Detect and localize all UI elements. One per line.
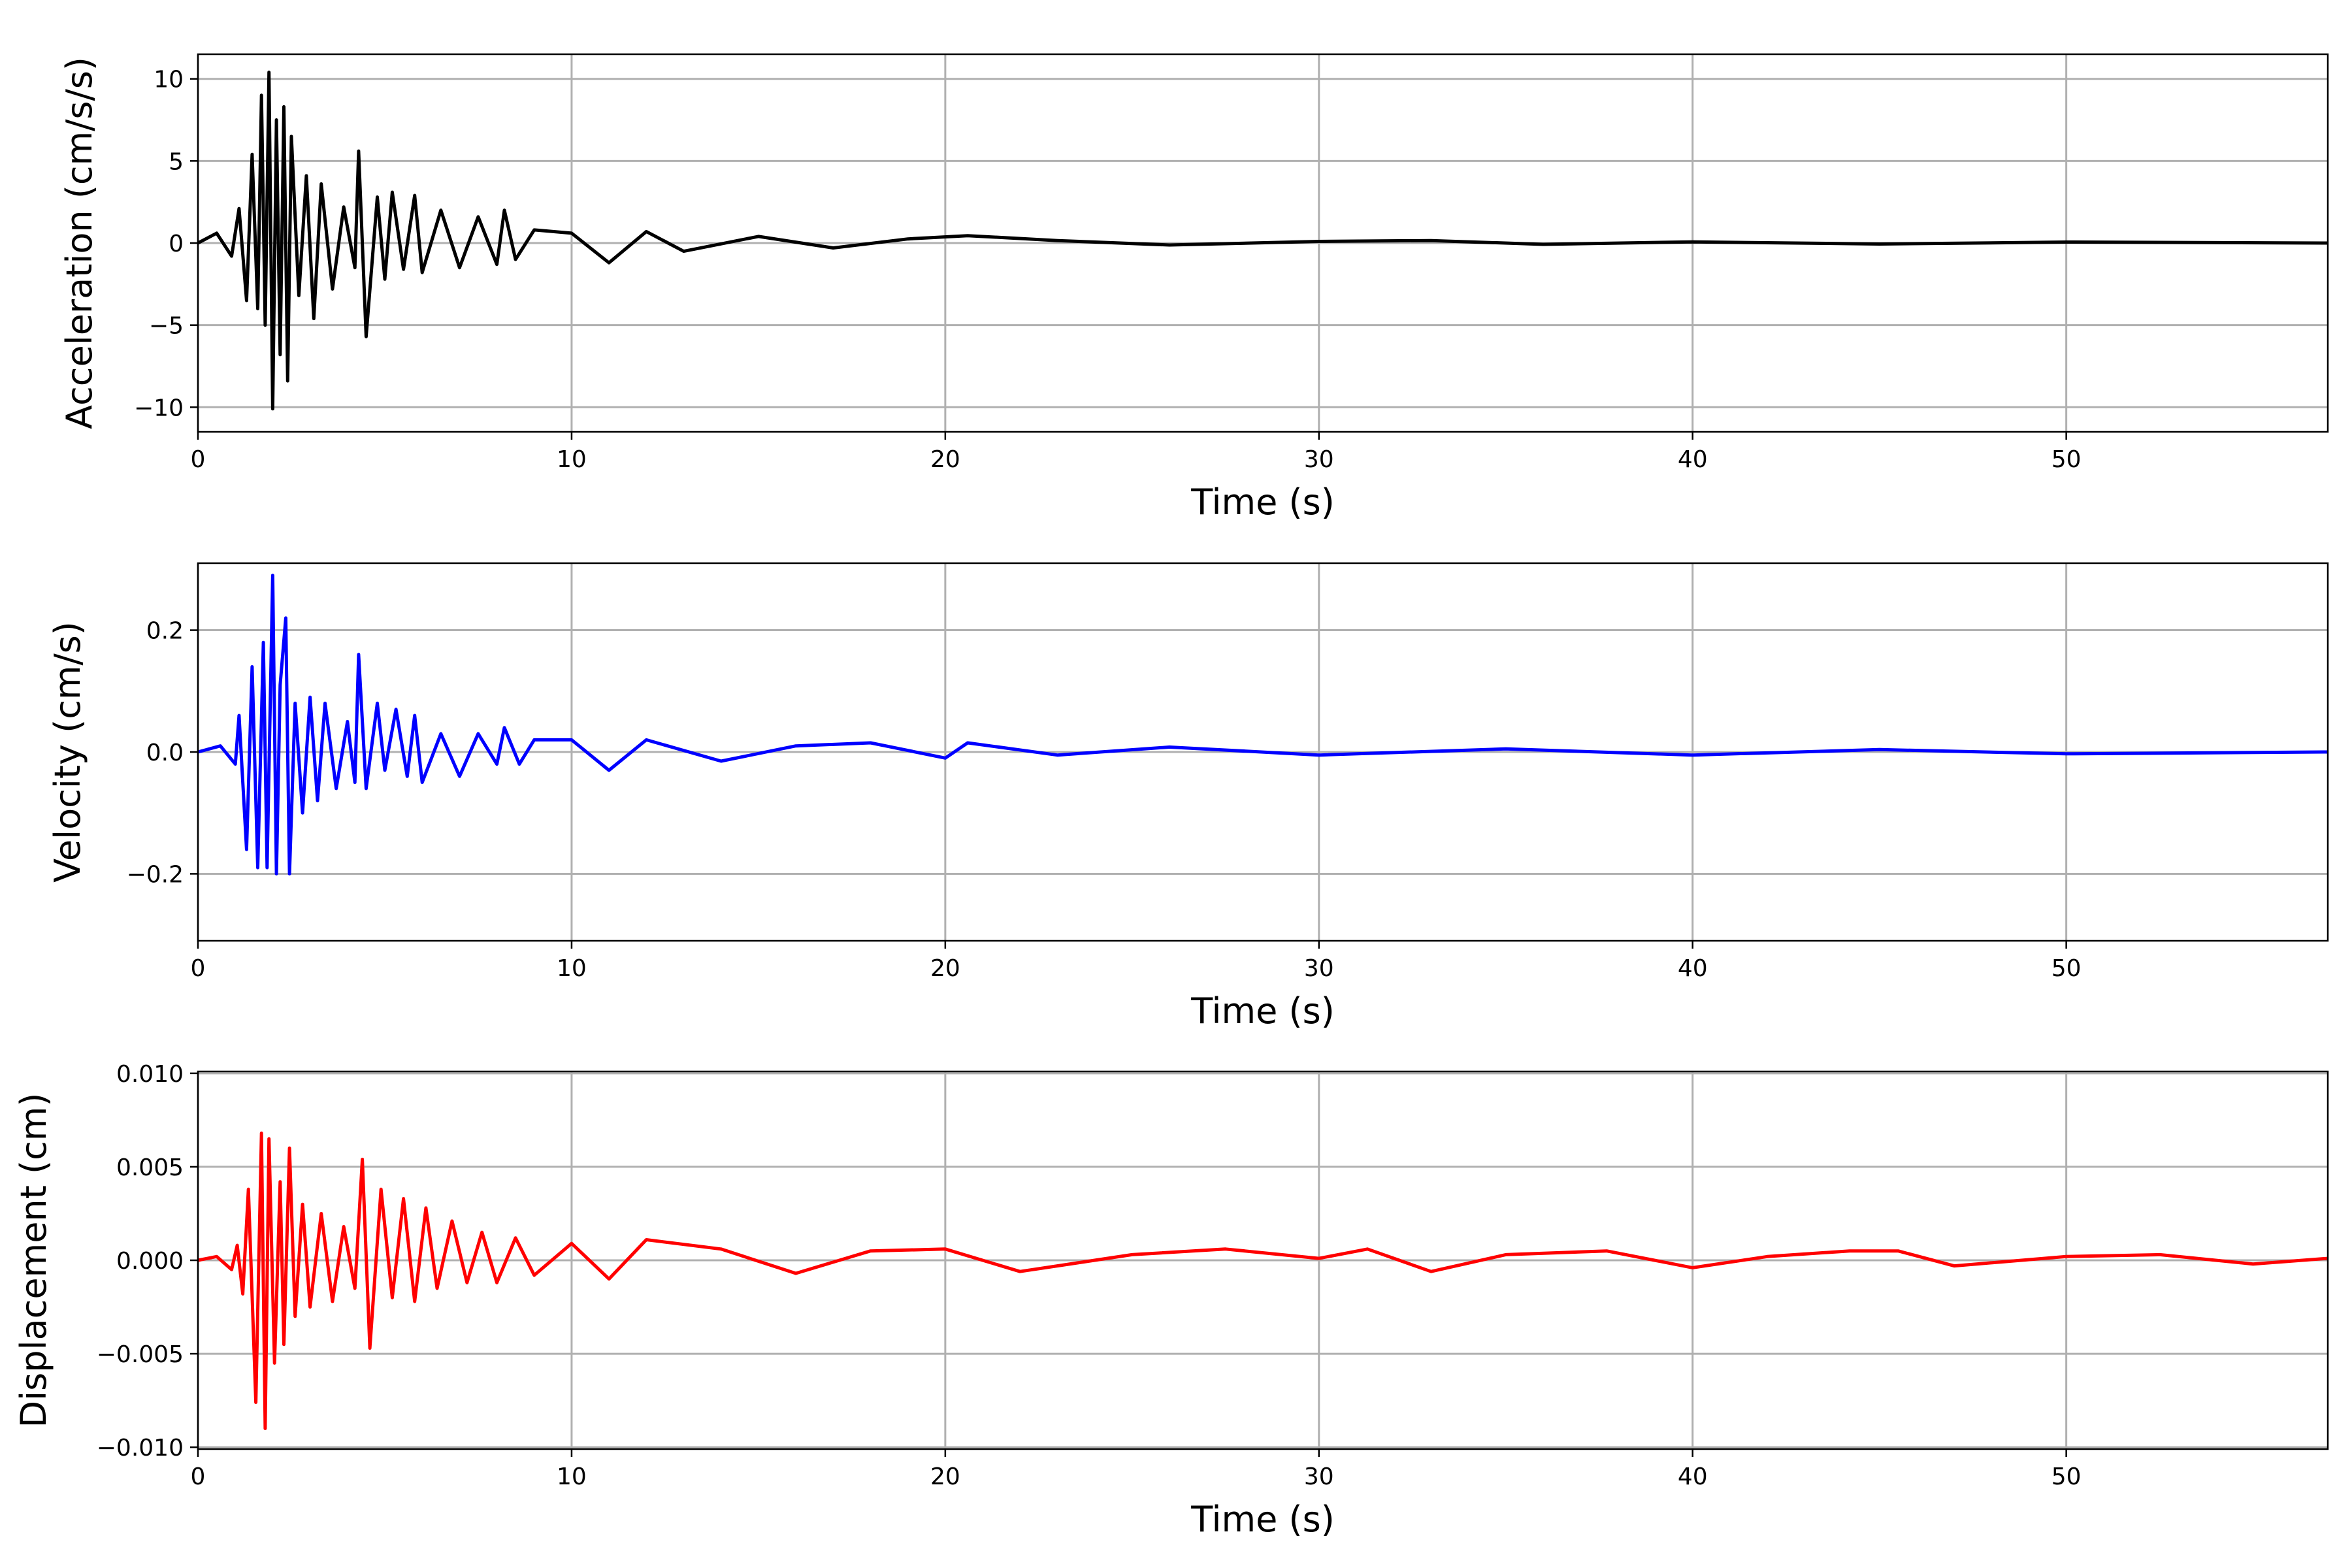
- acceleration-x-tick-label: 20: [930, 446, 960, 473]
- velocity-y-tick-label: 0.2: [146, 618, 184, 645]
- velocity-y-tick-label: −0.2: [127, 861, 184, 888]
- acceleration-x-tick-label: 40: [1678, 446, 1708, 473]
- velocity-x-tick-label: 30: [1304, 955, 1334, 982]
- displacement-ticks: 0 10 20 30 40 50 0.010 0.005 0.000 −0.005 −0.010: [97, 1061, 2082, 1490]
- velocity-x-tick-label: 10: [557, 955, 587, 982]
- velocity-x-tick-label: 0: [191, 955, 206, 982]
- velocity-x-axis-label: Time (s): [1190, 990, 1335, 1032]
- velocity-panel: 0 10 20 30 40 50 0.2 0.0 −0.2 Time (s) Velocity …: [47, 562, 2329, 1032]
- displacement-x-tick-label: 20: [930, 1463, 960, 1490]
- displacement-y-tick-label: 0.010: [116, 1061, 184, 1088]
- displacement-x-tick-label: 0: [191, 1463, 206, 1490]
- acceleration-x-tick-label: 0: [191, 446, 206, 473]
- acceleration-y-tick-label: 5: [169, 148, 184, 175]
- velocity-x-tick-label: 50: [2051, 955, 2082, 982]
- acceleration-x-tick-label: 50: [2051, 446, 2082, 473]
- acceleration-series-line: [197, 71, 2328, 411]
- acceleration-y-tick-label: −10: [134, 395, 184, 421]
- acceleration-y-axis-label: Acceleration (cm/s/s): [59, 57, 100, 429]
- acceleration-x-tick-label: 10: [557, 446, 587, 473]
- displacement-x-axis-label: Time (s): [1190, 1499, 1335, 1540]
- acceleration-x-tick-label: 30: [1304, 446, 1334, 473]
- displacement-series: [197, 1131, 2328, 1430]
- velocity-y-axis-label: Velocity (cm/s): [47, 621, 88, 883]
- displacement-panel: 0 10 20 30 40 50 0.010 0.005 0.000 −0.005 −0.010 T…: [13, 1061, 2329, 1540]
- displacement-x-tick-label: 30: [1304, 1463, 1334, 1490]
- displacement-x-tick-label: 50: [2051, 1463, 2082, 1490]
- velocity-series: [197, 574, 2328, 875]
- velocity-ticks: 0 10 20 30 40 50 0.2 0.0 −0.2: [127, 618, 2082, 982]
- velocity-y-tick-label: 0.0: [146, 740, 184, 766]
- displacement-y-tick-label: −0.005: [97, 1341, 184, 1368]
- acceleration-y-tick-label: 10: [154, 67, 184, 93]
- velocity-x-tick-label: 40: [1678, 955, 1708, 982]
- acceleration-series: [197, 71, 2328, 411]
- acceleration-y-tick-label: 0: [169, 231, 184, 257]
- displacement-y-tick-label: 0.005: [116, 1154, 184, 1181]
- acceleration-x-axis-label: Time (s): [1190, 482, 1335, 523]
- displacement-x-tick-label: 10: [557, 1463, 587, 1490]
- displacement-y-tick-label: −0.010: [97, 1435, 184, 1462]
- displacement-series-line: [197, 1131, 2328, 1430]
- displacement-y-axis-label: Displacement (cm): [13, 1093, 54, 1428]
- displacement-y-tick-label: 0.000: [116, 1248, 184, 1275]
- acceleration-y-tick-label: −5: [149, 313, 184, 340]
- displacement-x-tick-label: 40: [1678, 1463, 1708, 1490]
- velocity-series-line: [197, 574, 2328, 875]
- velocity-x-tick-label: 20: [930, 955, 960, 982]
